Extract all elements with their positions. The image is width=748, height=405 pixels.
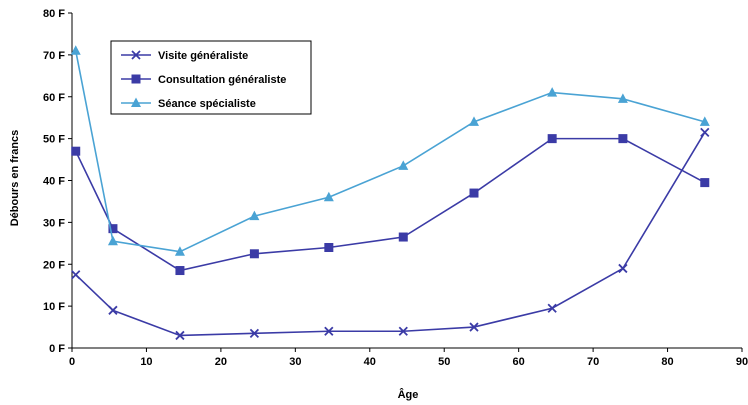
x-tick-label: 10 <box>140 356 152 368</box>
series-layer <box>70 45 710 341</box>
y-tick-label: 10 F <box>43 301 65 313</box>
x-tick-label: 90 <box>736 356 748 368</box>
y-axis-ticks: 0 F 10 F 20 F 30 F 40 F 50 F 60 F 70 F 80 F <box>43 8 72 355</box>
data-point <box>324 243 334 252</box>
x-tick-label: 40 <box>364 356 376 368</box>
data-point <box>107 235 118 246</box>
series-visite-generaliste <box>71 127 710 341</box>
y-tick-label: 80 F <box>43 8 65 20</box>
y-axis-title: Débours en francs <box>9 130 21 227</box>
legend-item: Visite généraliste <box>121 50 248 62</box>
y-tick-label: 40 F <box>43 176 65 188</box>
x-tick-label: 80 <box>661 356 673 368</box>
y-tick-label: 70 F <box>43 50 65 62</box>
legend-label: Séance spécialiste <box>158 98 256 110</box>
legend-label: Visite généraliste <box>158 50 248 62</box>
x-tick-label: 0 <box>69 356 75 368</box>
data-point <box>469 188 479 198</box>
legend-marker <box>131 74 141 84</box>
y-tick-label: 50 F <box>43 134 65 146</box>
x-tick-label: 30 <box>289 356 301 368</box>
series-seance-specialiste <box>70 45 710 256</box>
data-point <box>174 246 185 256</box>
data-point <box>700 178 710 188</box>
data-point <box>175 266 185 276</box>
data-point <box>547 87 558 97</box>
data-point <box>699 116 710 126</box>
y-tick-label: 30 F <box>43 217 65 229</box>
data-point <box>469 116 479 126</box>
data-point <box>398 232 408 242</box>
series-line <box>75 137 706 272</box>
x-tick-label: 70 <box>587 356 599 368</box>
legend-item: Séance spécialiste <box>121 97 256 110</box>
legend-label: Consultation généraliste <box>158 74 286 86</box>
x-tick-label: 50 <box>438 356 450 368</box>
series-consultation-generaliste <box>71 134 710 276</box>
x-tick-label: 20 <box>215 356 227 368</box>
y-tick-label: 0 F <box>49 343 65 355</box>
data-point <box>71 270 81 280</box>
x-tick-label: 60 <box>513 356 525 368</box>
legend: Visite généraliste Consultation généralis… <box>110 40 312 115</box>
data-point <box>469 322 479 332</box>
data-point <box>618 263 628 274</box>
data-point <box>547 134 557 144</box>
legend-item: Consultation généraliste <box>121 74 286 86</box>
y-tick-label: 60 F <box>43 92 65 104</box>
legend-marker <box>131 50 141 60</box>
data-point <box>547 303 557 313</box>
legend-marker <box>131 97 141 107</box>
data-point <box>108 305 118 315</box>
data-point <box>324 326 334 336</box>
data-point <box>175 330 185 341</box>
legend-box <box>110 40 312 115</box>
x-axis-ticks: 0 10 20 30 40 50 60 70 80 90 <box>69 348 748 368</box>
data-point <box>700 127 710 137</box>
series-line <box>74 50 705 253</box>
data-point <box>398 326 408 336</box>
data-point <box>249 210 260 221</box>
data-point <box>398 160 409 170</box>
data-point <box>249 249 259 259</box>
data-point <box>108 224 118 234</box>
y-tick-label: 20 F <box>43 259 65 271</box>
data-point <box>249 328 260 338</box>
data-point <box>70 45 81 55</box>
data-point <box>71 146 81 156</box>
x-axis-title: Âge <box>398 388 419 401</box>
data-point <box>618 134 628 144</box>
series-line <box>75 131 706 337</box>
data-point <box>323 191 334 202</box>
data-point <box>617 93 628 103</box>
